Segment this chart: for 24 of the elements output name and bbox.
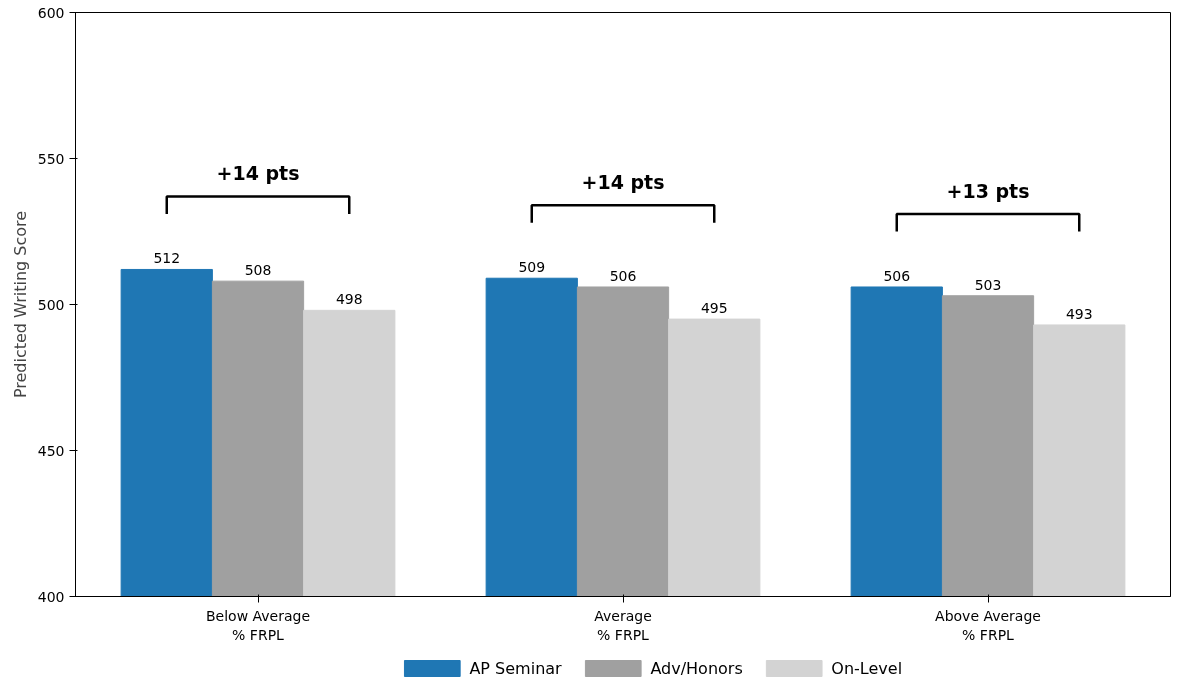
legend-label: Adv/Honors (650, 659, 743, 678)
y-tick-label: 400 (37, 588, 65, 605)
y-tick-label: 450 (37, 442, 65, 459)
legend-label: On-Level (831, 659, 903, 678)
x-tick-label: Above Average % FRPL (935, 607, 1041, 643)
legend-label: AP Seminar (469, 659, 563, 678)
data-label: 509 (518, 259, 546, 276)
data-label: 512 (153, 250, 181, 267)
data-label: 503 (974, 276, 1002, 293)
y-tick-label: 600 (37, 4, 65, 21)
y-axis-title: Predicted Writing Score (10, 210, 30, 399)
annotation: +13 pts (946, 179, 1030, 202)
data-label: 498 (335, 291, 363, 308)
data-label: 495 (700, 300, 728, 317)
annotation: +14 pts (216, 162, 300, 185)
y-tick-label: 550 (37, 150, 65, 167)
annotation: +14 pts (581, 171, 665, 194)
x-tick-label: Average % FRPL (594, 607, 652, 643)
data-label: 508 (244, 262, 272, 279)
y-tick-label: 500 (37, 296, 65, 313)
data-label: 493 (1065, 305, 1093, 322)
data-label: 506 (883, 267, 911, 284)
data-label: 506 (609, 267, 637, 284)
x-tick-label: Below Average % FRPL (205, 607, 311, 643)
